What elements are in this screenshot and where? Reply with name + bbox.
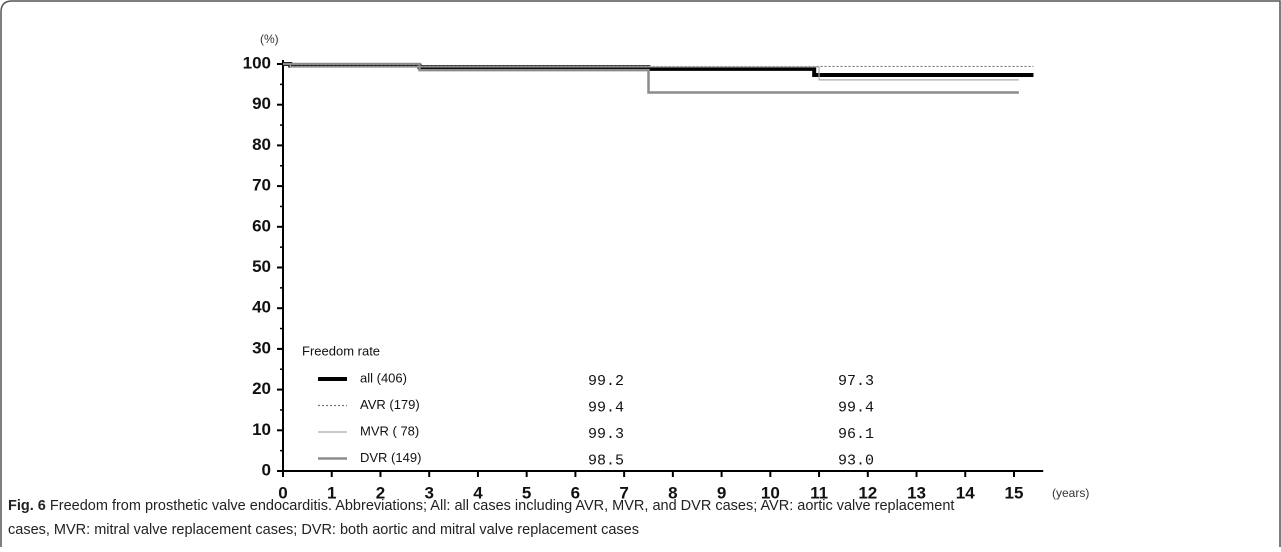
y-tick-label: 0: [262, 460, 271, 479]
caption-text: cases, MVR: mitral valve replacement cas…: [8, 522, 639, 538]
legend-label: DVR (149): [360, 450, 421, 465]
x-tick-label: 2: [376, 483, 385, 502]
x-tick-label: 11: [810, 483, 828, 502]
legend-label: AVR (179): [360, 397, 420, 412]
rate-value: 97.3: [838, 373, 874, 390]
rate-value: 99.3: [588, 426, 624, 443]
x-tick-label: 13: [907, 483, 926, 502]
km-curve: [283, 63, 1019, 81]
y-tick-label: 30: [252, 338, 271, 357]
caption-label: Fig. 6: [8, 498, 46, 514]
x-tick-label: 12: [858, 483, 877, 502]
y-tick-label: 80: [252, 135, 271, 154]
x-tick-label: 1: [327, 483, 336, 502]
x-tick-label: 15: [1005, 483, 1024, 502]
y-tick-label: 20: [252, 379, 271, 398]
x-tick-label: 9: [717, 483, 726, 502]
x-tick-label: 7: [619, 483, 628, 502]
y-tick-label: 50: [252, 257, 271, 276]
y-tick-label: 100: [243, 53, 271, 72]
rate-value: 98.5: [588, 452, 624, 469]
y-tick-label: 10: [252, 420, 271, 439]
x-tick-label: 14: [956, 483, 975, 502]
y-tick-label: 70: [252, 176, 271, 195]
legend-label: all (406): [360, 370, 407, 385]
rate-value: 99.2: [588, 373, 624, 390]
x-tick-label: 10: [761, 483, 780, 502]
km-curve: [283, 62, 1019, 94]
rate-value: 99.4: [838, 399, 874, 416]
caption-text: Freedom from prosthetic valve endocardit…: [46, 498, 955, 514]
legend-title: Freedom rate: [302, 343, 380, 358]
rate-value: 93.0: [838, 452, 874, 469]
y-tick-label: 60: [252, 216, 271, 235]
rate-value: 99.4: [588, 399, 624, 416]
x-tick-label: 6: [571, 483, 580, 502]
x-tick-label: 3: [424, 483, 433, 502]
x-axis-label: (years): [1052, 486, 1089, 500]
x-tick-label: 4: [473, 483, 483, 502]
x-tick-label: 8: [668, 483, 677, 502]
y-axis-label: (%): [260, 32, 279, 46]
x-tick-label: 5: [522, 483, 531, 502]
legend-label: MVR ( 78): [360, 423, 419, 438]
x-tick-label: 0: [278, 483, 287, 502]
caption: Fig. 6 Freedom from prosthetic valve end…: [8, 498, 954, 514]
rate-value: 96.1: [838, 426, 874, 443]
y-tick-label: 40: [252, 298, 271, 317]
y-tick-label: 90: [252, 94, 271, 113]
km-curve: [283, 62, 1034, 77]
